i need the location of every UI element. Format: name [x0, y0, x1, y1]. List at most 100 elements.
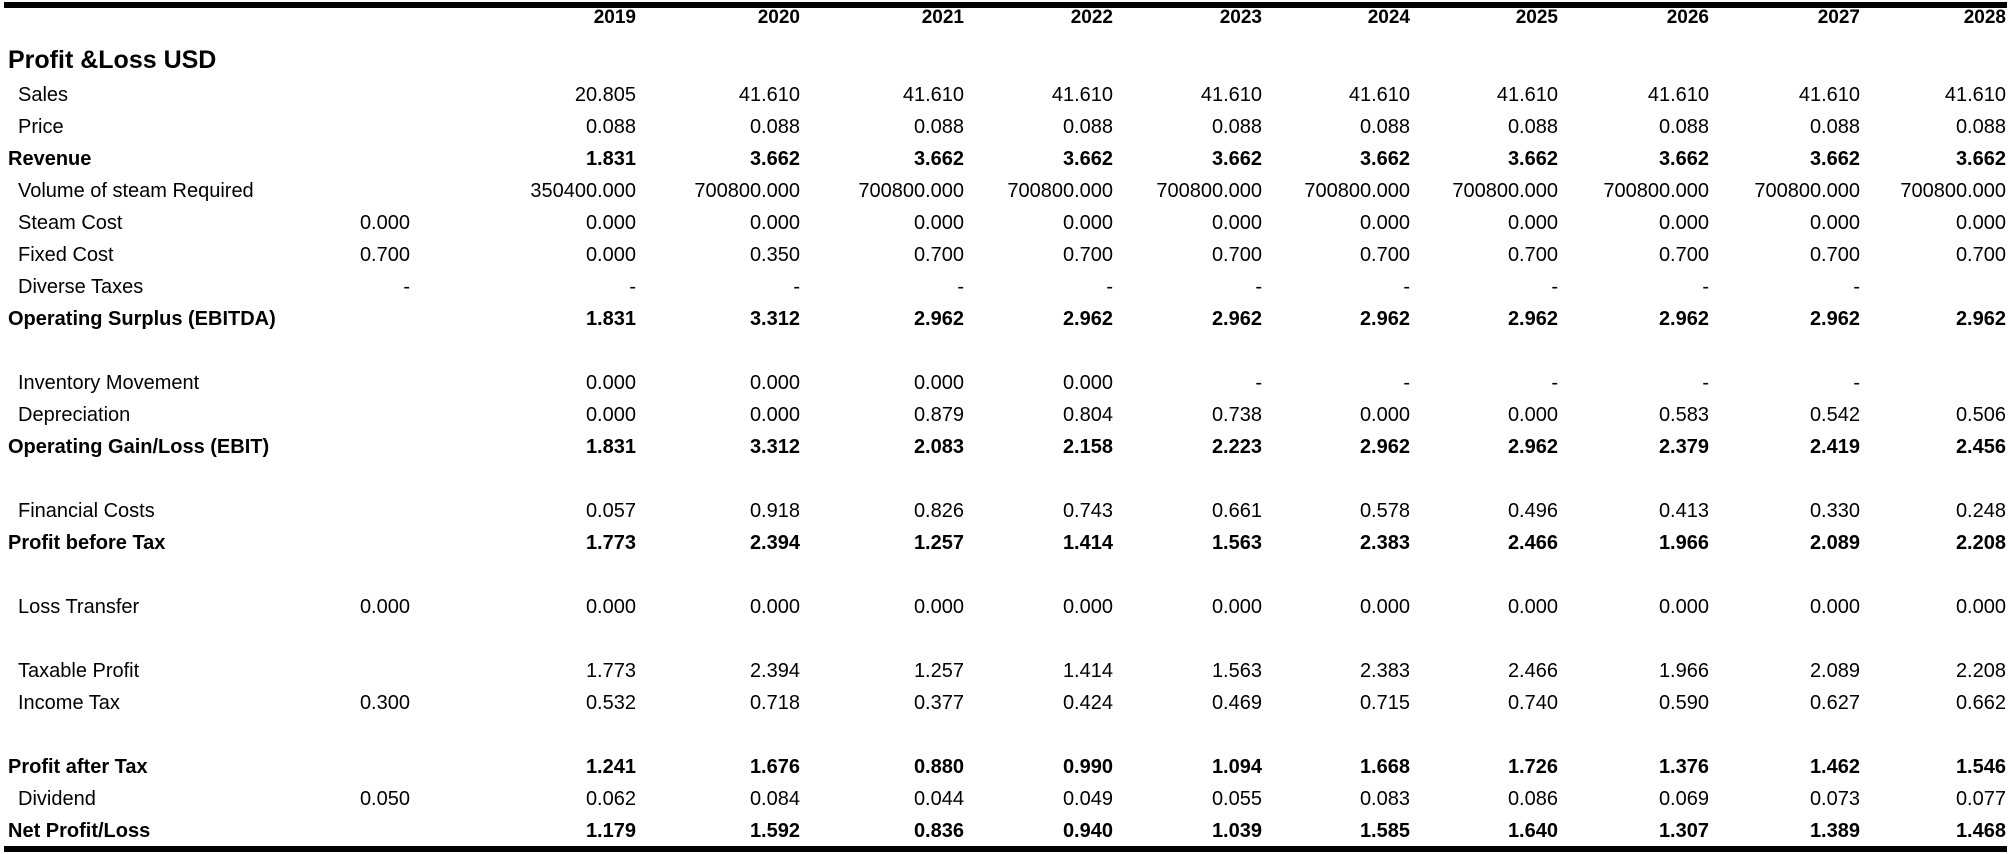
value-cell: 0.532 — [585, 692, 636, 714]
value-cell: 0.073 — [1809, 788, 1860, 810]
row-parameter — [300, 112, 410, 142]
value-cell: 0.330 — [1809, 500, 1860, 522]
row-label: Steam Cost — [18, 212, 123, 234]
value-cell: 41.610 — [1348, 84, 1410, 106]
value-cell: 700800.000 — [694, 180, 800, 202]
value-cell: 0.000 — [1507, 404, 1558, 426]
value-cell: 1.468 — [1955, 820, 2006, 842]
value-cell: 0.000 — [913, 212, 964, 234]
value-cell: - — [1702, 276, 1709, 298]
value-cell: 0.469 — [1211, 692, 1262, 714]
row-parameter: 0.700 — [359, 244, 410, 266]
year-header: 2026 — [1666, 7, 1709, 28]
year-header: 2023 — [1219, 7, 1262, 28]
value-cell: 0.088 — [1211, 116, 1262, 138]
value-cell: 700800.000 — [1156, 180, 1262, 202]
row-label: Profit after Tax — [8, 756, 148, 778]
row-label: Inventory Movement — [18, 372, 200, 394]
value-cell: 1.831 — [585, 308, 636, 330]
value-cell: 0.069 — [1658, 788, 1709, 810]
value-cell: 3.662 — [1211, 148, 1262, 170]
value-cell: 0.662 — [1955, 692, 2006, 714]
value-cell: - — [1106, 276, 1113, 298]
value-cell: - — [1255, 372, 1262, 394]
row-label: Operating Surplus (EBITDA) — [8, 308, 276, 330]
value-cell: 0.000 — [1955, 596, 2006, 618]
value-cell: 0.350 — [749, 244, 800, 266]
table-row: Operating Surplus (EBITDA) 1.831 3.312 2.96… — [0, 304, 2011, 334]
value-cell: 0.088 — [1062, 116, 1113, 138]
value-cell: 20.805 — [574, 84, 636, 106]
bottom-border — [4, 846, 2007, 852]
value-cell: 2.383 — [1359, 660, 1410, 682]
table-row: Dividend 0.050 0.062 0.084 0.044 0.049 0.055 0.… — [0, 784, 2011, 814]
table-row: Financial Costs 0.057 0.918 0.826 0.743 0.661… — [0, 496, 2011, 526]
value-cell: 0.000 — [749, 404, 800, 426]
value-cell: 0.000 — [1658, 596, 1709, 618]
value-cell: - — [1853, 276, 1860, 298]
value-cell: 0.000 — [749, 212, 800, 234]
value-cell: 2.383 — [1359, 532, 1410, 554]
value-cell: 2.394 — [749, 532, 800, 554]
value-cell: 0.718 — [749, 692, 800, 714]
value-cell: 1.966 — [1658, 660, 1709, 682]
value-cell: 0.700 — [1658, 244, 1709, 266]
value-cell: 41.610 — [1496, 84, 1558, 106]
table-row: Revenue 1.831 3.662 3.662 3.662 3.662 3.662 3.6… — [0, 144, 2011, 174]
row-label: Dividend — [18, 788, 96, 810]
value-cell: 3.662 — [749, 148, 800, 170]
value-cell: 0.057 — [585, 500, 636, 522]
value-cell: 2.962 — [1062, 308, 1113, 330]
value-cell: 2.208 — [1955, 532, 2006, 554]
value-cell: 0.990 — [1062, 756, 1113, 778]
value-cell: 0.700 — [1809, 244, 1860, 266]
value-cell: 2.456 — [1955, 436, 2006, 458]
row-parameter — [300, 144, 410, 174]
value-cell: 41.610 — [738, 84, 800, 106]
value-cell: 1.773 — [585, 532, 636, 554]
value-cell: 41.610 — [1944, 84, 2006, 106]
value-cell: 0.000 — [1507, 212, 1558, 234]
row-parameter — [300, 176, 410, 206]
value-cell: 0.000 — [1359, 212, 1410, 234]
value-cell: 1.257 — [913, 532, 964, 554]
value-cell: 3.662 — [1507, 148, 1558, 170]
year-header: 2024 — [1367, 7, 1410, 28]
value-cell: 0.590 — [1658, 692, 1709, 714]
value-cell: - — [1403, 276, 1410, 298]
value-cell: 0.000 — [1359, 404, 1410, 426]
value-cell: - — [1403, 372, 1410, 394]
value-cell — [1866, 368, 2006, 398]
value-cell: 0.804 — [1062, 404, 1113, 426]
value-cell: 2.962 — [1507, 308, 1558, 330]
value-cell: 0.661 — [1211, 500, 1262, 522]
value-cell: - — [957, 276, 964, 298]
row-label: Net Profit/Loss — [8, 820, 151, 842]
value-cell: 700800.000 — [1452, 180, 1558, 202]
value-cell: - — [1255, 276, 1262, 298]
row-label: Operating Gain/Loss (EBIT) — [8, 436, 270, 458]
table-row: Diverse Taxes - - - - - - - - - - — [0, 272, 2011, 302]
value-cell: 350400.000 — [530, 180, 636, 202]
table-row: Volume of steam Required 350400.000 700800… — [0, 176, 2011, 206]
year-header: 2028 — [1963, 7, 2006, 28]
table-row: Steam Cost 0.000 0.000 0.000 0.000 0.000 0.000… — [0, 208, 2011, 238]
value-cell: 3.662 — [1359, 148, 1410, 170]
value-cell: 0.000 — [1809, 212, 1860, 234]
value-cell: 0.088 — [1507, 116, 1558, 138]
value-cell: 0.826 — [913, 500, 964, 522]
table-row: Price 0.088 0.088 0.088 0.088 0.088 0.088 0.088… — [0, 112, 2011, 142]
row-parameter: 0.050 — [359, 788, 410, 810]
value-cell: 1.831 — [585, 436, 636, 458]
value-cell: 0.578 — [1359, 500, 1410, 522]
row-parameter — [300, 80, 410, 110]
row-parameter — [300, 752, 410, 782]
value-cell: 1.831 — [585, 148, 636, 170]
value-cell: 3.312 — [749, 308, 800, 330]
value-cell: 700800.000 — [1754, 180, 1860, 202]
value-cell: 0.700 — [1359, 244, 1410, 266]
year-header: 2027 — [1817, 7, 1860, 28]
value-cell: 0.000 — [1062, 372, 1113, 394]
value-cell: 1.585 — [1359, 820, 1410, 842]
table-row: Taxable Profit 1.773 2.394 1.257 1.414 1.563 2… — [0, 656, 2011, 686]
